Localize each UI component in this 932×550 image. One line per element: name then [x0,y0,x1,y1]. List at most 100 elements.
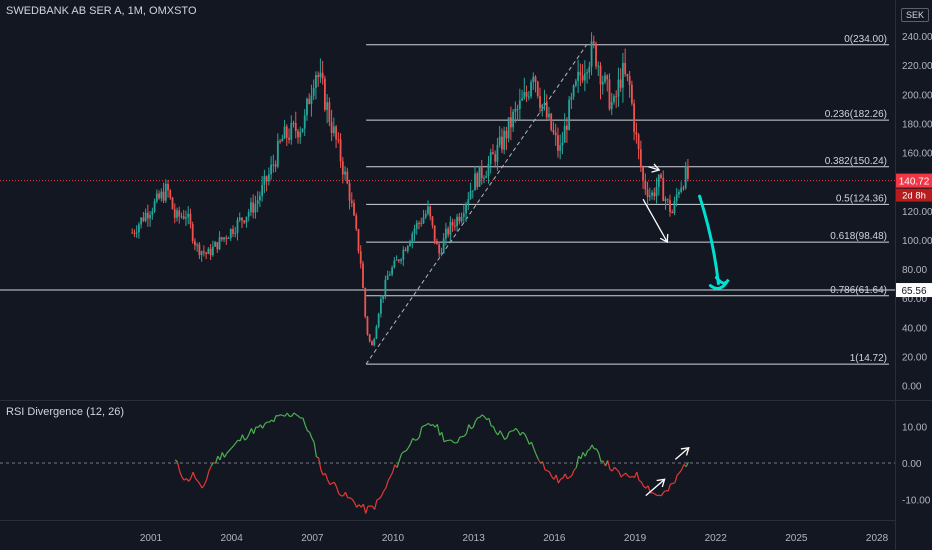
candle-body [171,197,174,210]
candle-body [200,251,203,256]
candle-body [543,102,546,105]
candle-body [469,190,472,199]
candle-body [180,216,183,218]
candle-body [202,251,205,253]
rsi-segment [401,451,405,455]
time-tick-label: 2028 [866,533,889,544]
rsi-segment [674,475,678,483]
trend-line [365,44,588,365]
rsi-segment [573,467,577,471]
candle-body [619,79,622,88]
rsi-segment [625,472,629,477]
candle-body [458,216,461,222]
candle-body [503,130,506,150]
price-tick-label: 200.00 [902,90,932,101]
rsi-segment [483,416,488,421]
candle-body [346,171,349,184]
price-tick-label: 80.00 [902,265,927,276]
candle-body [178,210,181,217]
candle-body [227,238,230,240]
rsi-segment [479,414,483,418]
rsi-segment [443,440,447,443]
rsi-segment [331,481,335,484]
rsi-tick-label: 0.00 [902,459,922,470]
currency-badge[interactable]: SEK [901,8,929,22]
candle-body [176,210,178,218]
candle-body [173,209,176,218]
rsi-segment [562,473,566,479]
candle-body [530,82,532,97]
rsi-segment [423,424,427,427]
time-tick-label: 2022 [705,533,728,544]
rsi-segment [506,431,510,439]
rsi-segment [544,469,548,472]
candle-body [245,216,248,223]
rsi-segment [250,428,255,435]
rsi-segment [192,471,196,479]
rsi-segment [201,484,205,489]
price-tick-label: 60.00 [902,294,927,305]
candle-body [281,138,284,142]
candle-body [413,228,416,234]
fib-level-label: 0.382(150.24) [825,156,887,167]
divergence-arrow-down-head [659,234,669,244]
candle-body [642,167,644,181]
rsi-segment [501,434,506,440]
candle-body [548,113,550,118]
rsi-segment [676,472,680,476]
symbol-title: SWEDBANK AB SER A, 1M, OMXSTO [6,5,197,17]
rsi-segment [396,460,400,468]
rsi-segment [555,474,559,484]
rsi-segment [302,417,306,426]
rsi-segment [416,436,420,441]
fib-level-label: 0.618(98.48) [830,231,887,242]
candle-body [496,144,499,162]
candle-body [673,201,676,214]
rsi-segment [221,452,226,458]
rsi-segment [425,422,429,426]
candle-body [214,242,216,247]
rsi-segment [580,452,584,460]
rsi-segment [627,475,631,478]
candle-body [592,41,595,44]
candle-body [610,102,613,110]
candle-body [429,206,432,217]
rsi-segment [286,412,290,417]
candle-body [662,178,665,201]
rsi-segment [660,491,665,497]
candle-body [456,216,458,227]
rsi-segment [278,414,281,417]
price-tick-label: 40.00 [902,323,927,334]
rsi-segment [230,445,234,449]
candle-body [162,191,165,201]
candle-body [312,87,315,96]
rsi-segment [465,424,470,434]
rsi-segment [264,421,268,425]
rsi-segment [602,460,606,467]
candle-body [440,253,443,255]
rsi-segment [405,447,409,452]
candle-body [579,71,582,76]
rsi-segment [481,414,485,418]
rsi-segment [468,424,472,429]
rsi-segment [618,471,622,478]
rsi-segment [226,450,230,454]
rsi-segment [412,437,416,441]
candle-body [189,213,192,225]
candle-body [290,122,293,140]
candle-body [512,111,515,128]
candle-body [487,163,490,177]
rsi-segment [629,475,633,478]
candle-body [366,316,369,335]
rsi-segment [421,425,425,428]
candle-body [492,152,494,155]
rsi-segment [537,458,541,464]
candle-body [241,217,243,221]
candle-body [639,149,642,168]
candle-body [371,341,373,346]
candle-body [339,139,342,162]
candle-body [431,216,434,226]
candle-body [357,229,360,252]
candle-body [671,211,674,214]
